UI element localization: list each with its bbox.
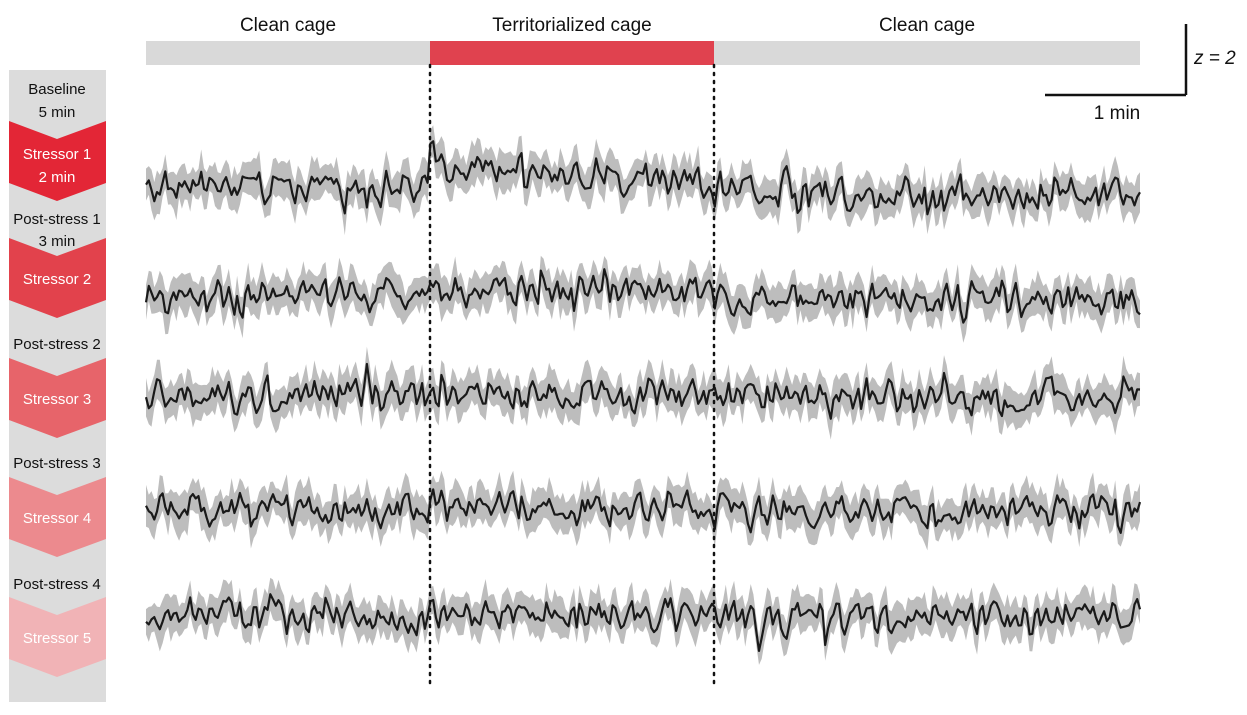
protocol-label-0: Baseline: [28, 81, 86, 98]
protocol-chevron-3: [9, 238, 106, 318]
phase-segment-territorialized: [430, 41, 714, 65]
phase-label-clean-1: Clean cage: [240, 15, 336, 36]
trace-trial-2: [144, 268, 1141, 324]
protocol-label-6: Post-stress 3: [13, 455, 101, 472]
scale-bar-y-label: z = 2: [1193, 48, 1236, 69]
trace-trial-5: [145, 593, 1142, 652]
trace-trial-3: [144, 362, 1141, 420]
phase-bar: Clean cage Territorialized cage Clean ca…: [146, 15, 1140, 65]
protocol-label-4: Post-stress 2: [13, 336, 101, 353]
protocol-chevron-5: [9, 358, 106, 438]
sem-band-trial-1: [146, 125, 1140, 236]
protocol-duration-2: 3 min: [39, 233, 76, 250]
trace-trial-1: [145, 140, 1141, 216]
protocol-label-8: Post-stress 4: [13, 576, 101, 593]
protocol-label-9: Stressor 5: [23, 630, 91, 647]
protocol-steps: Baseline 5 min Stressor 1 2 min Post-stress …: [9, 81, 106, 677]
protocol-chevron-1: [9, 121, 106, 201]
trace-trial-4: [145, 488, 1142, 534]
sem-band-trial-3: [146, 346, 1140, 440]
protocol-label-1: Stressor 1: [23, 146, 91, 163]
protocol-label-7: Stressor 4: [23, 510, 91, 527]
protocol-label-3: Stressor 2: [23, 271, 91, 288]
phase-dividers: [428, 63, 716, 685]
traces: [144, 125, 1142, 665]
phase-segment-clean-1: [146, 41, 430, 65]
scale-bar: 1 min z = 2: [1045, 24, 1236, 124]
protocol-chevron-7: [9, 477, 106, 557]
phase-segment-clean-2: [714, 41, 1140, 65]
scale-bar-x-label: 1 min: [1094, 103, 1140, 124]
protocol-duration-1: 2 min: [39, 169, 76, 186]
protocol-duration-0: 5 min: [39, 104, 76, 121]
phase-label-clean-2: Clean cage: [879, 15, 975, 36]
sem-band-trial-5: [146, 577, 1140, 665]
sem-band-trial-2: [146, 255, 1140, 343]
phase-label-territorialized: Territorialized cage: [492, 15, 651, 36]
protocol-label-5: Stressor 3: [23, 391, 91, 408]
protocol-label-2: Post-stress 1: [13, 211, 101, 228]
protocol-chevron-9: [9, 597, 106, 677]
